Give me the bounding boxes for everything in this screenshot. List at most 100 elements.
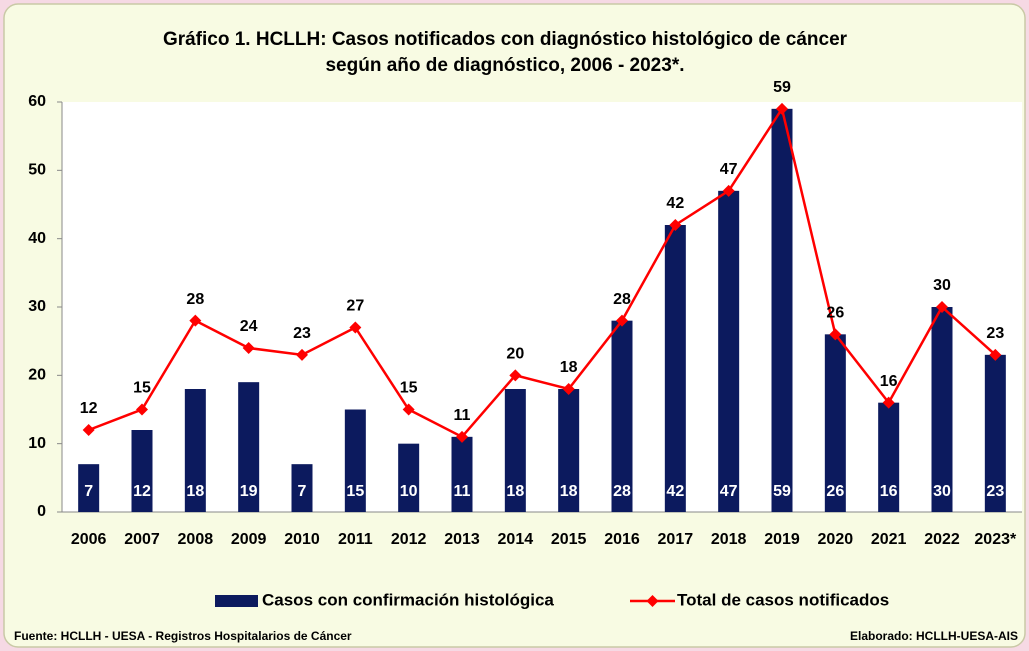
line-marker: [882, 396, 895, 409]
bar-value-label: 18: [186, 483, 204, 500]
x-tick-label: 2006: [71, 531, 107, 548]
bar: [131, 430, 153, 512]
bar: [504, 389, 526, 512]
legend-label: Casos con confirmación histológica: [262, 590, 554, 609]
bar-value-label: 7: [84, 483, 93, 500]
y-tick-label: 20: [28, 367, 46, 384]
bar: [398, 443, 420, 512]
line-value-label: 18: [560, 359, 578, 376]
line-value-label: 28: [613, 291, 631, 308]
line-marker: [456, 430, 468, 443]
bar-value-label: 18: [560, 483, 578, 500]
bar: [451, 436, 473, 512]
line-marker: [616, 314, 628, 327]
bar-value-label: 59: [773, 483, 791, 500]
line-value-label: 30: [933, 277, 951, 294]
x-tick-label: 2022: [924, 531, 960, 548]
y-tick-label: 30: [28, 298, 46, 315]
legend-swatch: [215, 595, 258, 607]
bar: [984, 354, 1006, 512]
legend-swatch: [646, 595, 659, 607]
bar: [238, 382, 260, 512]
line-value-label: 28: [186, 291, 204, 308]
plot-area: [62, 102, 1022, 512]
bar: [78, 464, 100, 512]
bar: [611, 320, 633, 512]
line-marker: [296, 348, 308, 361]
bar: [664, 225, 686, 512]
line-value-label: 11: [454, 407, 471, 424]
line-value-label: 20: [506, 346, 524, 363]
chart-title: Gráfico 1. HCLLH: Casos notificados con …: [163, 29, 848, 50]
credit-note: Elaborado: HCLLH-UESA-AIS: [850, 629, 1018, 643]
bar-value-label: 18: [506, 483, 524, 500]
bar-value-label: 11: [454, 483, 471, 500]
bar-value-label: 28: [613, 483, 631, 500]
line-marker: [669, 219, 682, 231]
x-tick-label: 2012: [391, 531, 427, 548]
line-value-label: 24: [240, 318, 258, 335]
x-tick-label: 2020: [818, 531, 854, 548]
line-marker: [722, 184, 735, 197]
x-tick-label: 2008: [178, 531, 214, 548]
line-value-label: 15: [133, 380, 151, 397]
line-marker: [509, 369, 522, 382]
bar-value-label: 15: [346, 483, 364, 500]
x-tick-label: 2017: [658, 531, 694, 548]
y-tick-label: 10: [28, 435, 46, 452]
x-tick-label: 2021: [871, 531, 907, 548]
y-tick-label: 50: [28, 162, 46, 179]
line-marker: [829, 328, 842, 341]
line-marker: [349, 321, 362, 334]
bar: [771, 108, 793, 512]
line-marker: [989, 348, 1002, 361]
line-marker: [776, 102, 788, 115]
bar: [931, 307, 953, 512]
bar: [291, 464, 313, 512]
bar: [184, 389, 206, 512]
line-value-label: 47: [720, 161, 738, 178]
source-note: Fuente: HCLLH - UESA - Registros Hospita…: [14, 629, 352, 643]
bar-value-label: 23: [986, 483, 1004, 500]
x-tick-label: 2019: [764, 531, 800, 548]
x-tick-label: 2007: [124, 531, 160, 548]
line-marker: [936, 301, 948, 313]
line-value-label: 12: [80, 400, 98, 417]
bar: [718, 190, 740, 513]
bar-value-label: 16: [880, 483, 898, 500]
x-tick-label: 2010: [284, 531, 320, 548]
line-marker: [562, 383, 575, 395]
legend-label: Total de casos notificados: [677, 590, 889, 609]
x-tick-label: 2013: [444, 531, 480, 548]
chart-title: según año de diagnóstico, 2006 - 2023*.: [325, 55, 684, 76]
x-tick-label: 2015: [551, 531, 587, 548]
bar-value-label: 30: [933, 483, 951, 500]
x-tick-label: 2014: [498, 531, 534, 548]
bar-value-label: 42: [666, 483, 684, 500]
line-marker: [136, 403, 148, 416]
bar-value-label: 19: [240, 483, 258, 500]
bar-value-label: 26: [826, 483, 844, 500]
line-value-label: 59: [773, 79, 791, 96]
line-value-label: 42: [666, 195, 684, 212]
bar: [824, 334, 846, 512]
line-value-label: 27: [346, 298, 364, 315]
bar: [344, 409, 366, 512]
line-value-label: 16: [880, 373, 898, 390]
y-tick-label: 60: [28, 93, 46, 110]
y-tick-label: 0: [37, 503, 46, 520]
bar: [558, 389, 580, 512]
line-value-label: 15: [400, 380, 418, 397]
x-tick-label: 2016: [604, 531, 640, 548]
line-marker: [242, 342, 255, 354]
line-value-label: 23: [986, 325, 1004, 342]
y-tick-label: 40: [28, 230, 46, 247]
bar-value-label: 7: [298, 483, 307, 500]
bar-value-label: 12: [133, 483, 151, 500]
bar-value-label: 47: [720, 483, 738, 500]
x-tick-label: 2023*: [974, 531, 1017, 548]
line-marker: [189, 314, 202, 327]
line-value-label: 23: [293, 325, 311, 342]
